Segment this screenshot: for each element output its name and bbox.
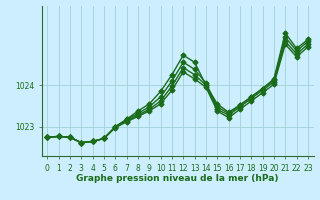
X-axis label: Graphe pression niveau de la mer (hPa): Graphe pression niveau de la mer (hPa)	[76, 174, 279, 183]
